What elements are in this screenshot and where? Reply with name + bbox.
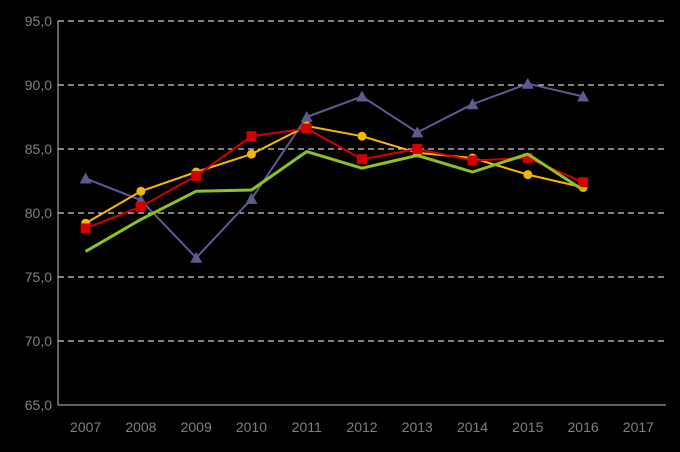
y-tick-label: 85,0	[25, 141, 52, 157]
x-tick-label: 2009	[181, 419, 212, 435]
data-point-marker	[357, 154, 367, 165]
data-point-marker	[521, 77, 534, 89]
y-tick-label: 65,0	[25, 397, 52, 413]
x-tick-label: 2013	[402, 419, 433, 435]
data-point-marker	[135, 201, 146, 212]
x-tick-label: 2010	[236, 419, 267, 435]
series-3	[80, 123, 589, 234]
gridlines	[58, 20, 666, 342]
data-point-marker	[300, 111, 313, 122]
x-tick-label: 2016	[568, 419, 599, 435]
x-tick-label: 2017	[623, 419, 654, 435]
axes	[57, 21, 666, 406]
series-4	[84, 150, 584, 253]
data-point-marker	[245, 192, 258, 204]
data-point-marker	[357, 131, 367, 141]
x-tick-label: 2008	[125, 419, 156, 435]
series-1	[79, 77, 590, 263]
data-point-marker	[466, 98, 479, 110]
data-point-marker	[301, 123, 312, 134]
data-point-marker	[411, 126, 424, 138]
data-point-marker	[412, 144, 423, 154]
data-point-marker	[191, 170, 202, 181]
tick-labels: 65,0 70,0 75,0 80,0 85,0 90,0 95,0 2007 2008 2009…	[25, 13, 654, 435]
data-point-marker	[356, 90, 368, 102]
series-line	[85, 127, 584, 230]
y-tick-label: 95,0	[25, 13, 52, 29]
data-point-marker	[523, 170, 533, 180]
data-point-marker	[522, 152, 533, 163]
data-point-marker	[467, 155, 478, 166]
data-point-marker	[578, 177, 589, 188]
x-tick-label: 2015	[512, 419, 543, 435]
y-tick-label: 70,0	[25, 333, 52, 349]
y-tick-label: 90,0	[25, 77, 52, 93]
data-point-marker	[246, 131, 257, 142]
x-tick-label: 2011	[292, 419, 322, 435]
series-line	[85, 125, 584, 225]
y-tick-label: 80,0	[25, 205, 52, 221]
data-point-marker	[246, 149, 256, 159]
data-point-marker	[136, 186, 146, 196]
data-point-marker	[190, 251, 203, 263]
x-tick-label: 2007	[70, 419, 101, 435]
y-tick-label: 75,0	[25, 269, 52, 285]
data-point-marker	[577, 90, 590, 102]
data-point-marker	[79, 172, 92, 184]
series-group	[79, 77, 590, 263]
series-line	[85, 82, 584, 259]
data-point-marker	[80, 223, 91, 234]
x-tick-label: 2014	[457, 419, 488, 435]
series-line	[84, 150, 584, 253]
x-tick-label: 2012	[346, 419, 377, 435]
